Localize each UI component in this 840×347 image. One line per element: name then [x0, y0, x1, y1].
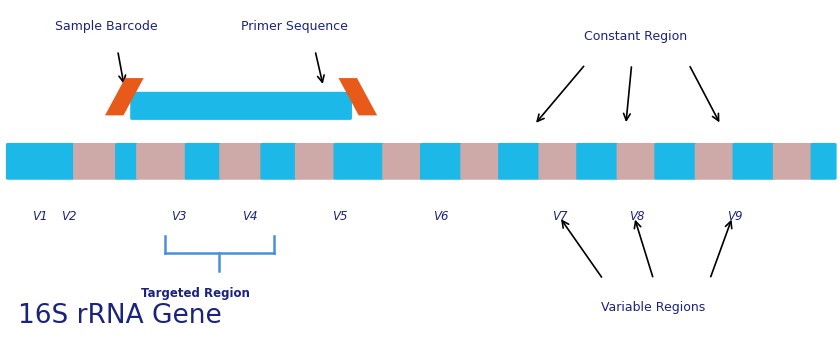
Text: Targeted Region: Targeted Region	[141, 287, 250, 300]
FancyBboxPatch shape	[732, 143, 775, 180]
Text: V8: V8	[629, 210, 644, 223]
FancyBboxPatch shape	[460, 143, 501, 180]
Text: V6: V6	[433, 210, 449, 223]
Text: V7: V7	[552, 210, 567, 223]
FancyBboxPatch shape	[185, 143, 222, 180]
FancyBboxPatch shape	[695, 143, 735, 180]
FancyBboxPatch shape	[136, 143, 187, 180]
Text: V1: V1	[33, 210, 48, 223]
FancyBboxPatch shape	[295, 143, 335, 180]
Text: Constant Region: Constant Region	[585, 30, 687, 43]
Text: Primer Sequence: Primer Sequence	[240, 19, 348, 33]
FancyBboxPatch shape	[654, 143, 697, 180]
Text: 16S rRNA Gene: 16S rRNA Gene	[18, 303, 223, 329]
Text: Variable Regions: Variable Regions	[601, 301, 706, 314]
FancyBboxPatch shape	[115, 143, 139, 180]
FancyBboxPatch shape	[55, 143, 75, 180]
FancyBboxPatch shape	[538, 143, 579, 180]
Text: V5: V5	[333, 210, 348, 223]
Text: V9: V9	[727, 210, 743, 223]
Text: V2: V2	[61, 210, 76, 223]
Polygon shape	[339, 78, 377, 115]
FancyBboxPatch shape	[260, 143, 297, 180]
FancyBboxPatch shape	[773, 143, 813, 180]
Polygon shape	[105, 78, 144, 115]
FancyBboxPatch shape	[498, 143, 541, 180]
Text: Sample Barcode: Sample Barcode	[55, 19, 157, 33]
Text: V3: V3	[171, 210, 186, 223]
FancyBboxPatch shape	[73, 143, 118, 180]
FancyBboxPatch shape	[333, 143, 385, 180]
Text: V4: V4	[243, 210, 258, 223]
FancyBboxPatch shape	[811, 143, 837, 180]
FancyBboxPatch shape	[130, 92, 352, 120]
FancyBboxPatch shape	[617, 143, 657, 180]
FancyBboxPatch shape	[576, 143, 619, 180]
FancyBboxPatch shape	[6, 143, 57, 180]
FancyBboxPatch shape	[219, 143, 262, 180]
FancyBboxPatch shape	[420, 143, 463, 180]
FancyBboxPatch shape	[382, 143, 423, 180]
